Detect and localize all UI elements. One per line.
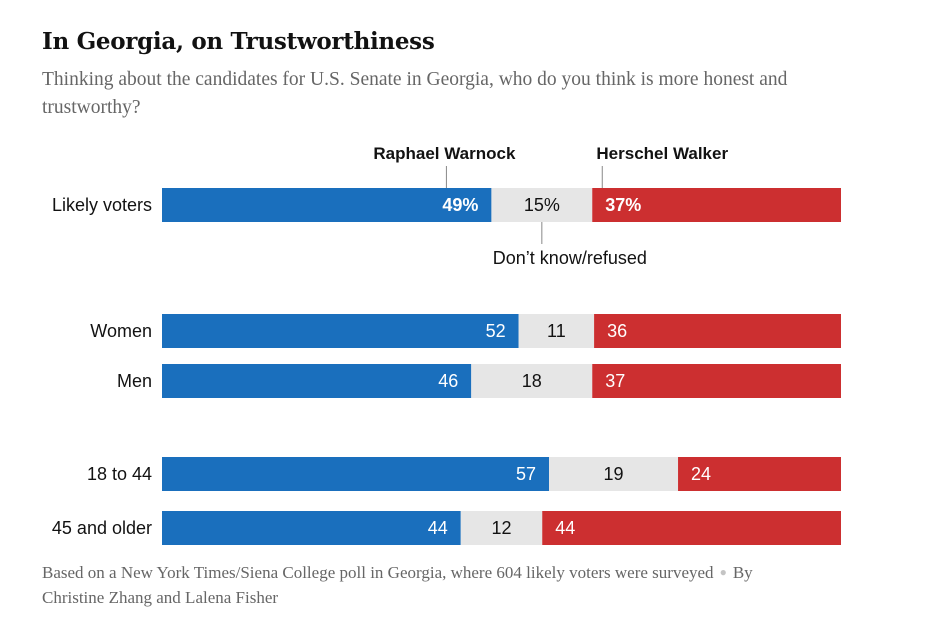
bar-neither <box>491 188 593 222</box>
row-label: 45 and older <box>52 518 152 538</box>
value-walker: 37 <box>605 371 625 391</box>
value-warnock: 57 <box>516 464 536 484</box>
value-neither: 11 <box>547 321 566 341</box>
row-label: 18 to 44 <box>87 464 152 484</box>
label-herschel-walker: Herschel Walker <box>596 144 728 163</box>
bar-walker <box>594 314 841 348</box>
value-neither: 12 <box>491 518 511 538</box>
bar-walker <box>592 364 841 398</box>
stacked-bar-chart: Likely voters 49% 15% 37% Women 52 11 36 Men 46 18… <box>52 144 841 545</box>
bar-neither <box>549 457 679 491</box>
bar-walker <box>592 188 841 222</box>
bar-neither <box>518 314 595 348</box>
value-warnock: 52 <box>486 321 506 341</box>
value-neither: 19 <box>604 464 624 484</box>
value-walker: 44 <box>555 518 575 538</box>
bar-warnock <box>162 188 492 222</box>
bar-warnock <box>162 511 461 545</box>
value-neither: 15% <box>524 195 560 215</box>
bar-warnock <box>162 314 519 348</box>
label-raphael-warnock: Raphael Warnock <box>373 144 516 163</box>
value-neither: 18 <box>522 371 542 391</box>
bar-warnock <box>162 457 550 491</box>
chart-subtitle: Thinking about the candidates for U.S. S… <box>42 69 788 118</box>
value-walker: 24 <box>691 464 711 484</box>
source-note: Based on a New York Times/Siena College … <box>42 563 714 582</box>
separator-dot-icon: ● <box>719 565 727 579</box>
value-warnock: 46 <box>438 371 458 391</box>
bar-neither <box>471 364 593 398</box>
value-warnock: 44 <box>428 518 448 538</box>
chart-footer: Based on a New York Times/Siena College … <box>42 561 802 609</box>
bar-warnock <box>162 364 472 398</box>
row-label: Women <box>90 321 152 341</box>
label-dont-know-refused: Don’t know/refused <box>493 248 647 268</box>
bar-neither <box>460 511 543 545</box>
bar-walker <box>542 511 841 545</box>
row-label: Men <box>117 371 152 391</box>
value-walker: 36 <box>607 321 627 341</box>
value-warnock: 49% <box>442 195 478 215</box>
bar-walker <box>678 457 841 491</box>
byline: By Christine Zhang and Lalena Fisher <box>42 563 753 607</box>
row-label: Likely voters <box>52 195 152 215</box>
value-walker: 37% <box>605 195 641 215</box>
chart-title: In Georgia, on Trustworthiness <box>42 28 435 55</box>
